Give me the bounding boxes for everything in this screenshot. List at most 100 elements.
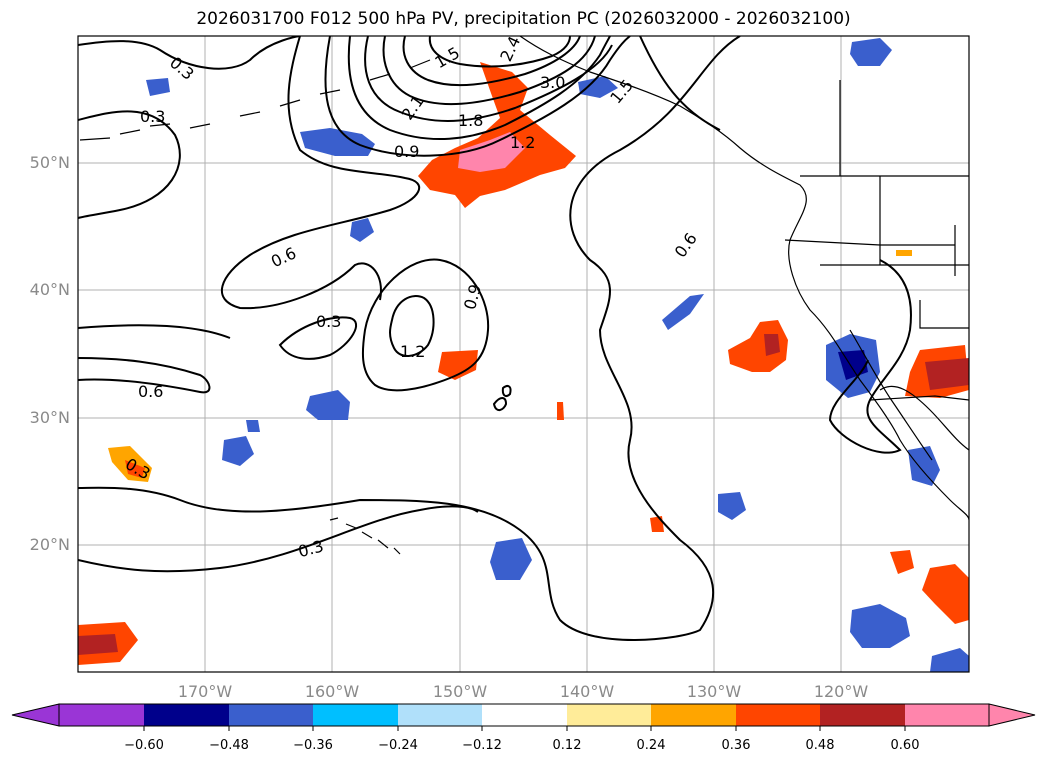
- colorbar-tick-label: −0.60: [124, 738, 164, 753]
- map-title: 2026031700 F012 500 hPa PV, precipitatio…: [196, 9, 851, 29]
- pv-contour-0.9-mid: [361, 258, 490, 392]
- pv-contour-0.9-north: [324, 36, 631, 157]
- precip-negative-gulf-north: [300, 128, 375, 156]
- precip-negative-sliver: [662, 294, 704, 330]
- pv-contour-0.3-west: [78, 324, 231, 339]
- colorbar-tick-label: 0.36: [721, 738, 751, 753]
- pv-contour-2.1-north: [402, 36, 581, 87]
- precip-positive-central: [438, 350, 478, 380]
- pv-contour-0.3-north: [78, 36, 301, 70]
- coast-baja: [849, 329, 933, 461]
- precip-negative-north-3: [146, 78, 170, 96]
- colorbar-tick-label: −0.24: [378, 738, 418, 753]
- pv-contour-0.3-northwest: [78, 110, 181, 219]
- precip-negative-central-west: [306, 390, 350, 420]
- pv-contour-island: [492, 397, 508, 411]
- pv-contour-1.2-mid: [389, 295, 435, 357]
- pv-label: 0.6: [138, 382, 163, 401]
- precip-negative-south-central: [490, 538, 532, 580]
- colorbar-segment: [482, 704, 567, 726]
- pv-contour-1.5-north: [364, 36, 613, 122]
- colorbar-tick-label: 0.60: [890, 738, 920, 753]
- border-us-mexico: [869, 395, 969, 401]
- colorbar-segment: [229, 704, 313, 726]
- pv-contour-0.3-south: [78, 505, 479, 573]
- pv-contour-0.3-mid: [278, 316, 357, 360]
- colorbar-tick-label: 0.48: [805, 738, 835, 753]
- lon-label-120w: 120°W: [813, 682, 869, 701]
- lat-label-20n: 20°N: [29, 535, 70, 554]
- lat-label-50n: 50°N: [29, 153, 70, 172]
- precip-negative-central-west-2: [222, 436, 254, 466]
- coast-hawaii: [329, 517, 401, 555]
- colorbar-segment: [59, 704, 144, 726]
- precip-negative-southeast: [850, 604, 910, 648]
- precip-positive-gulf-of-alaska: [418, 62, 576, 208]
- colorbar-segment: [398, 704, 482, 726]
- colorbar-segment: [313, 704, 398, 726]
- pv-contour-0.6-east: [78, 36, 741, 641]
- colorbar-tick-label: −0.36: [293, 738, 333, 753]
- colorbar-extend-high: [988, 703, 1036, 727]
- colorbar-tick-label: 0.12: [552, 738, 582, 753]
- precip-negative-north-1: [578, 76, 618, 98]
- lon-label-140w: 140°W: [559, 682, 615, 701]
- pv-contour-0.6-west: [78, 357, 211, 394]
- precip-positive-gulf-core: [458, 132, 525, 172]
- lon-label-150w: 150°W: [432, 682, 488, 701]
- pv-label: 0.3: [316, 312, 341, 331]
- pv-label: 1.2: [400, 342, 425, 361]
- precip-positive-small-2: [557, 402, 564, 420]
- colorbar-segment: [567, 704, 651, 726]
- pv-label: 3.0: [540, 73, 565, 92]
- precip-positive-sw-of-california-core: [764, 334, 780, 356]
- precip-shading: [78, 38, 969, 672]
- pv-contour-island-2: [501, 385, 512, 397]
- pv-label: 1.8: [458, 111, 483, 130]
- pv-contour-3.0-north: [428, 36, 571, 68]
- lon-label-130w: 130°W: [686, 682, 742, 701]
- pv-contour-0.6-outer: [220, 36, 420, 310]
- colorbar-extend-low: [11, 703, 60, 727]
- colorbar-tick-label: 0.24: [636, 738, 666, 753]
- border-states: [784, 80, 969, 329]
- pv-contour-1.2-north: [347, 36, 611, 141]
- precip-positive-sw-of-california: [728, 320, 788, 372]
- coast-aleutians: [79, 59, 431, 141]
- precip-negative-mexico: [908, 446, 940, 486]
- pv-label: 1.2: [510, 133, 535, 152]
- pv-label: 0.3: [140, 107, 165, 126]
- colorbar-segment: [144, 704, 229, 726]
- coast-gulf-of-california: [879, 385, 969, 451]
- colorbar-frame: [58, 703, 990, 727]
- precip-positive-southeast: [922, 564, 969, 624]
- pv-contour-baja-loop: [828, 259, 912, 454]
- colorbar-tick-label: −0.48: [209, 738, 249, 753]
- colorbar-segment: [905, 704, 989, 726]
- colorbar-segment: [651, 704, 736, 726]
- precip-positive-small-3: [896, 250, 912, 256]
- colorbar-segment: [820, 704, 905, 726]
- colorbar-tick-label: −0.12: [462, 738, 502, 753]
- colorbar-segment: [736, 704, 820, 726]
- lat-label-30n: 30°N: [29, 408, 70, 427]
- lon-label-160w: 160°W: [304, 682, 360, 701]
- colorbar-ticks: [143, 726, 906, 731]
- pv-contour-1.8-north: [382, 36, 596, 106]
- precip-negative-east-small: [718, 492, 746, 520]
- pv-contours: [78, 36, 912, 641]
- lon-label-170w: 170°W: [177, 682, 233, 701]
- pv-label: 0.9: [394, 142, 419, 161]
- precip-negative-far-se: [930, 648, 969, 672]
- precip-positive-far-west-core: [78, 634, 118, 655]
- precip-positive-west-core: [125, 460, 145, 478]
- precip-positive-southeast-small: [890, 550, 914, 574]
- map-frame: [77, 35, 970, 673]
- precip-negative-small-2: [246, 420, 260, 432]
- precip-positive-southwest-core: [925, 358, 969, 390]
- precip-negative-small-1: [350, 218, 374, 242]
- precip-negative-north-2: [850, 38, 892, 66]
- lat-label-40n: 40°N: [29, 280, 70, 299]
